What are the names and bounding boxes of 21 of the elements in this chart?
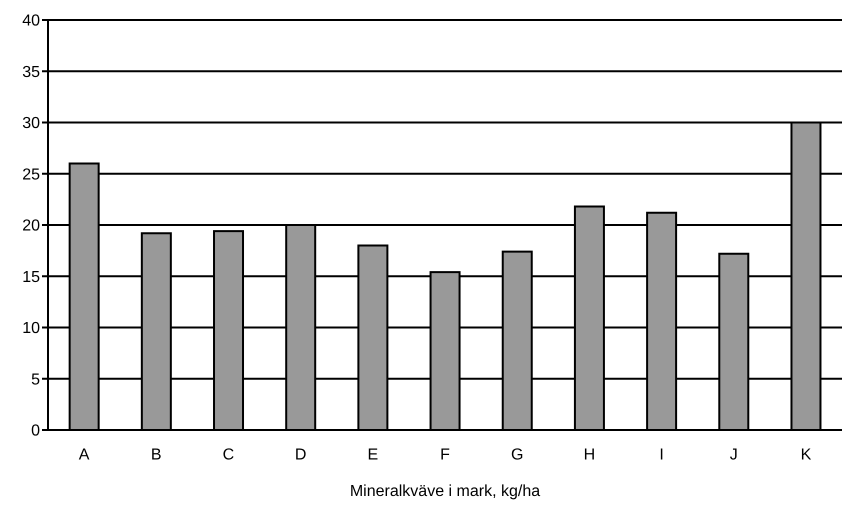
- y-tick-label: 15: [22, 268, 40, 286]
- y-tick-label: 40: [22, 12, 40, 30]
- y-tick-label: 25: [22, 166, 40, 184]
- y-tick-label: 30: [22, 115, 40, 132]
- x-tick-label: E: [367, 446, 378, 464]
- x-tick-label: D: [294, 446, 306, 464]
- x-tick-label: H: [584, 446, 596, 464]
- x-tick-label: J: [730, 446, 738, 464]
- x-axis-title: Mineralkväve i mark, kg/ha: [350, 483, 540, 500]
- y-tick-label: 10: [22, 320, 40, 338]
- x-tick-label: F: [440, 446, 450, 464]
- x-tick-label: C: [222, 446, 234, 464]
- x-tick-label: K: [800, 446, 812, 464]
- y-tick-label: 20: [22, 218, 40, 235]
- y-tick-label: 5: [31, 371, 40, 388]
- y-tick-label: 0: [31, 422, 40, 440]
- y-tick-label: 35: [22, 64, 40, 81]
- x-tick-label: A: [78, 446, 90, 464]
- x-tick-label: G: [510, 446, 524, 464]
- x-tick-label: I: [659, 446, 664, 464]
- x-tick-label: B: [150, 446, 162, 464]
